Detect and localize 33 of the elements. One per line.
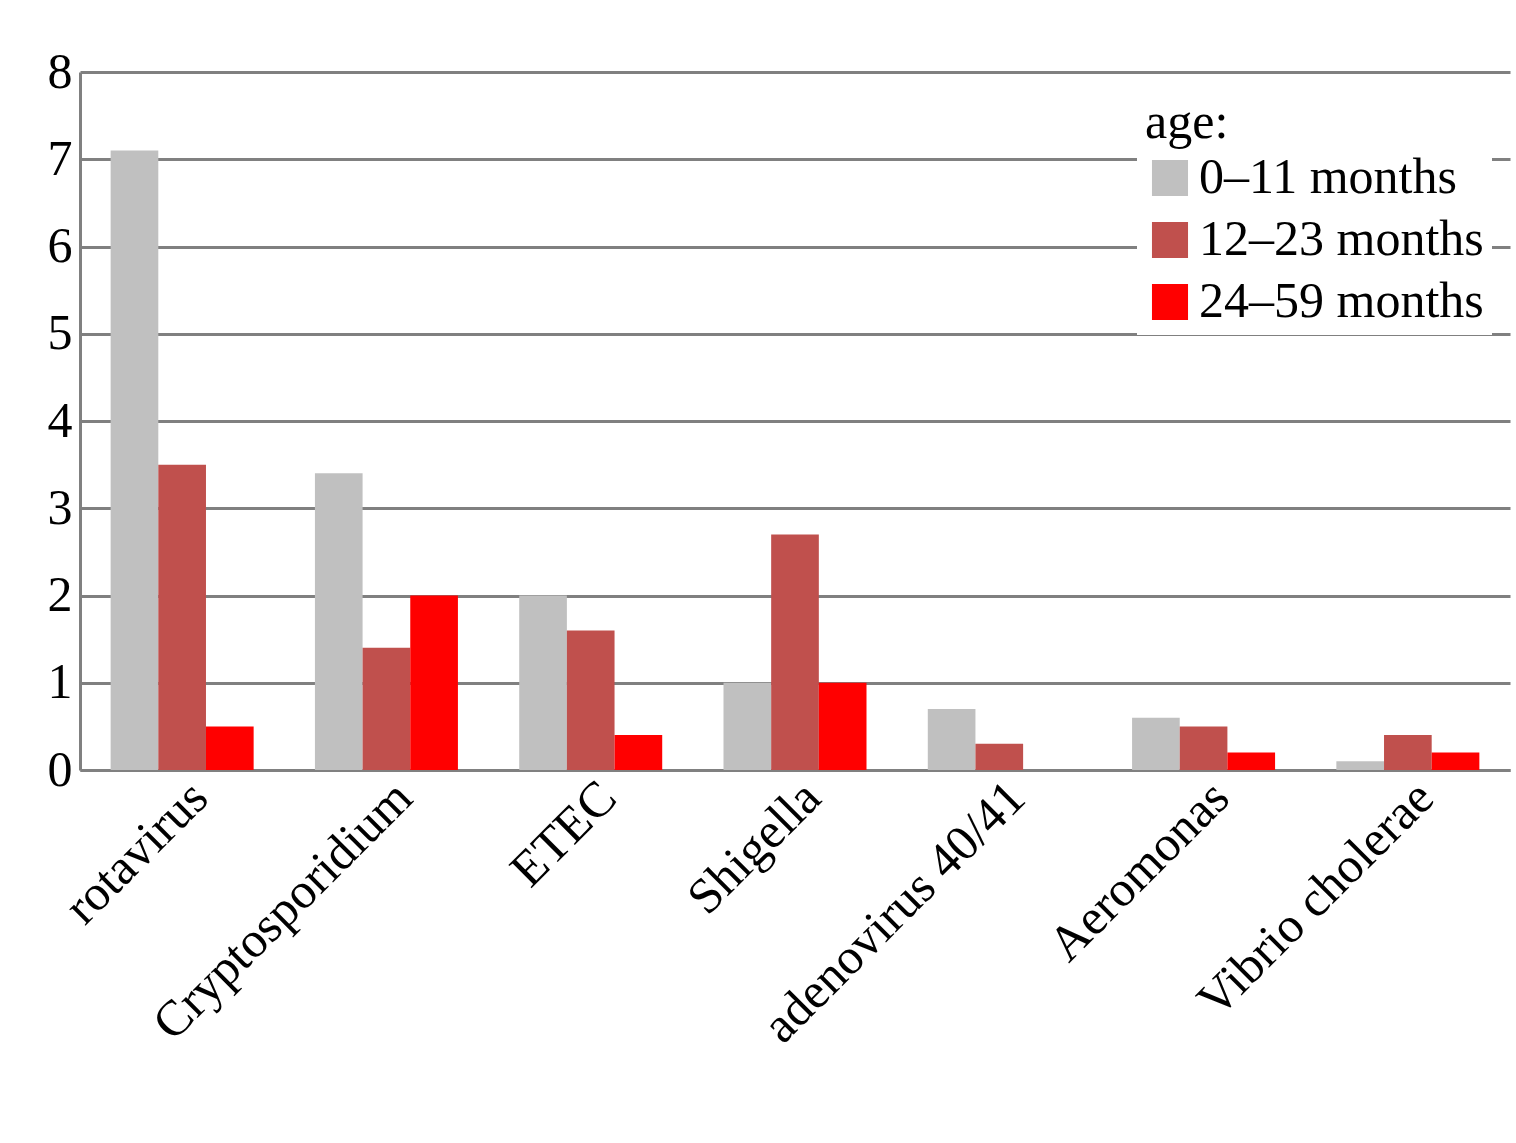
y-tick-label: 5 — [47, 304, 73, 361]
bar — [723, 682, 772, 770]
bar — [614, 735, 663, 770]
bar — [1179, 726, 1228, 770]
bar — [314, 473, 363, 770]
bar — [205, 726, 254, 770]
y-tick-label: 8 — [47, 42, 73, 99]
bar — [927, 708, 976, 770]
bar — [818, 682, 867, 770]
bar — [410, 595, 458, 770]
y-tick-label: 0 — [47, 740, 73, 797]
bar — [566, 630, 615, 770]
legend-label: 24–59 months — [1199, 272, 1484, 328]
bar — [1336, 761, 1385, 770]
y-tick-label: 6 — [47, 217, 73, 273]
bar — [110, 150, 159, 770]
legend-label: 0–11 months — [1199, 148, 1457, 204]
y-tick-label: 3 — [47, 478, 73, 535]
bar — [1227, 752, 1276, 770]
bar — [975, 743, 1024, 770]
bar — [362, 647, 411, 770]
y-tick-label: 2 — [47, 566, 73, 622]
bar — [158, 464, 206, 770]
y-tick-label: 4 — [47, 391, 73, 448]
bar — [519, 595, 567, 770]
y-tick-label: 7 — [47, 129, 73, 186]
legend-label: 12–23 months — [1199, 210, 1484, 266]
bar — [1384, 735, 1432, 770]
bar — [1431, 752, 1480, 770]
bar — [1132, 717, 1180, 770]
bar — [771, 534, 819, 770]
legend-title: age: — [1145, 93, 1229, 149]
y-tick-label: 1 — [47, 653, 73, 710]
